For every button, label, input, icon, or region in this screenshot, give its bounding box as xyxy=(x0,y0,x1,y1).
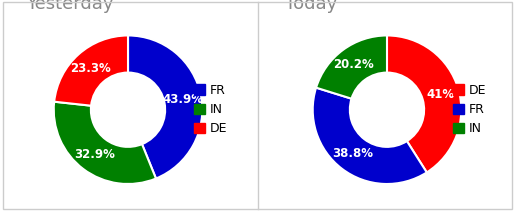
Text: 43.9%: 43.9% xyxy=(162,93,203,106)
Wedge shape xyxy=(313,88,427,184)
Legend: FR, IN, DE: FR, IN, DE xyxy=(194,84,228,135)
Text: Today: Today xyxy=(285,0,337,12)
Text: Yesterday: Yesterday xyxy=(26,0,113,12)
Text: 41%: 41% xyxy=(426,88,455,101)
Text: 32.9%: 32.9% xyxy=(74,148,115,161)
Wedge shape xyxy=(54,35,128,106)
Text: 20.2%: 20.2% xyxy=(334,58,374,71)
Wedge shape xyxy=(54,102,156,184)
Text: 23.3%: 23.3% xyxy=(71,62,111,75)
Wedge shape xyxy=(387,35,461,172)
Text: 38.8%: 38.8% xyxy=(333,147,373,160)
Legend: DE, FR, IN: DE, FR, IN xyxy=(453,84,486,135)
Wedge shape xyxy=(128,35,202,179)
Wedge shape xyxy=(316,35,387,99)
